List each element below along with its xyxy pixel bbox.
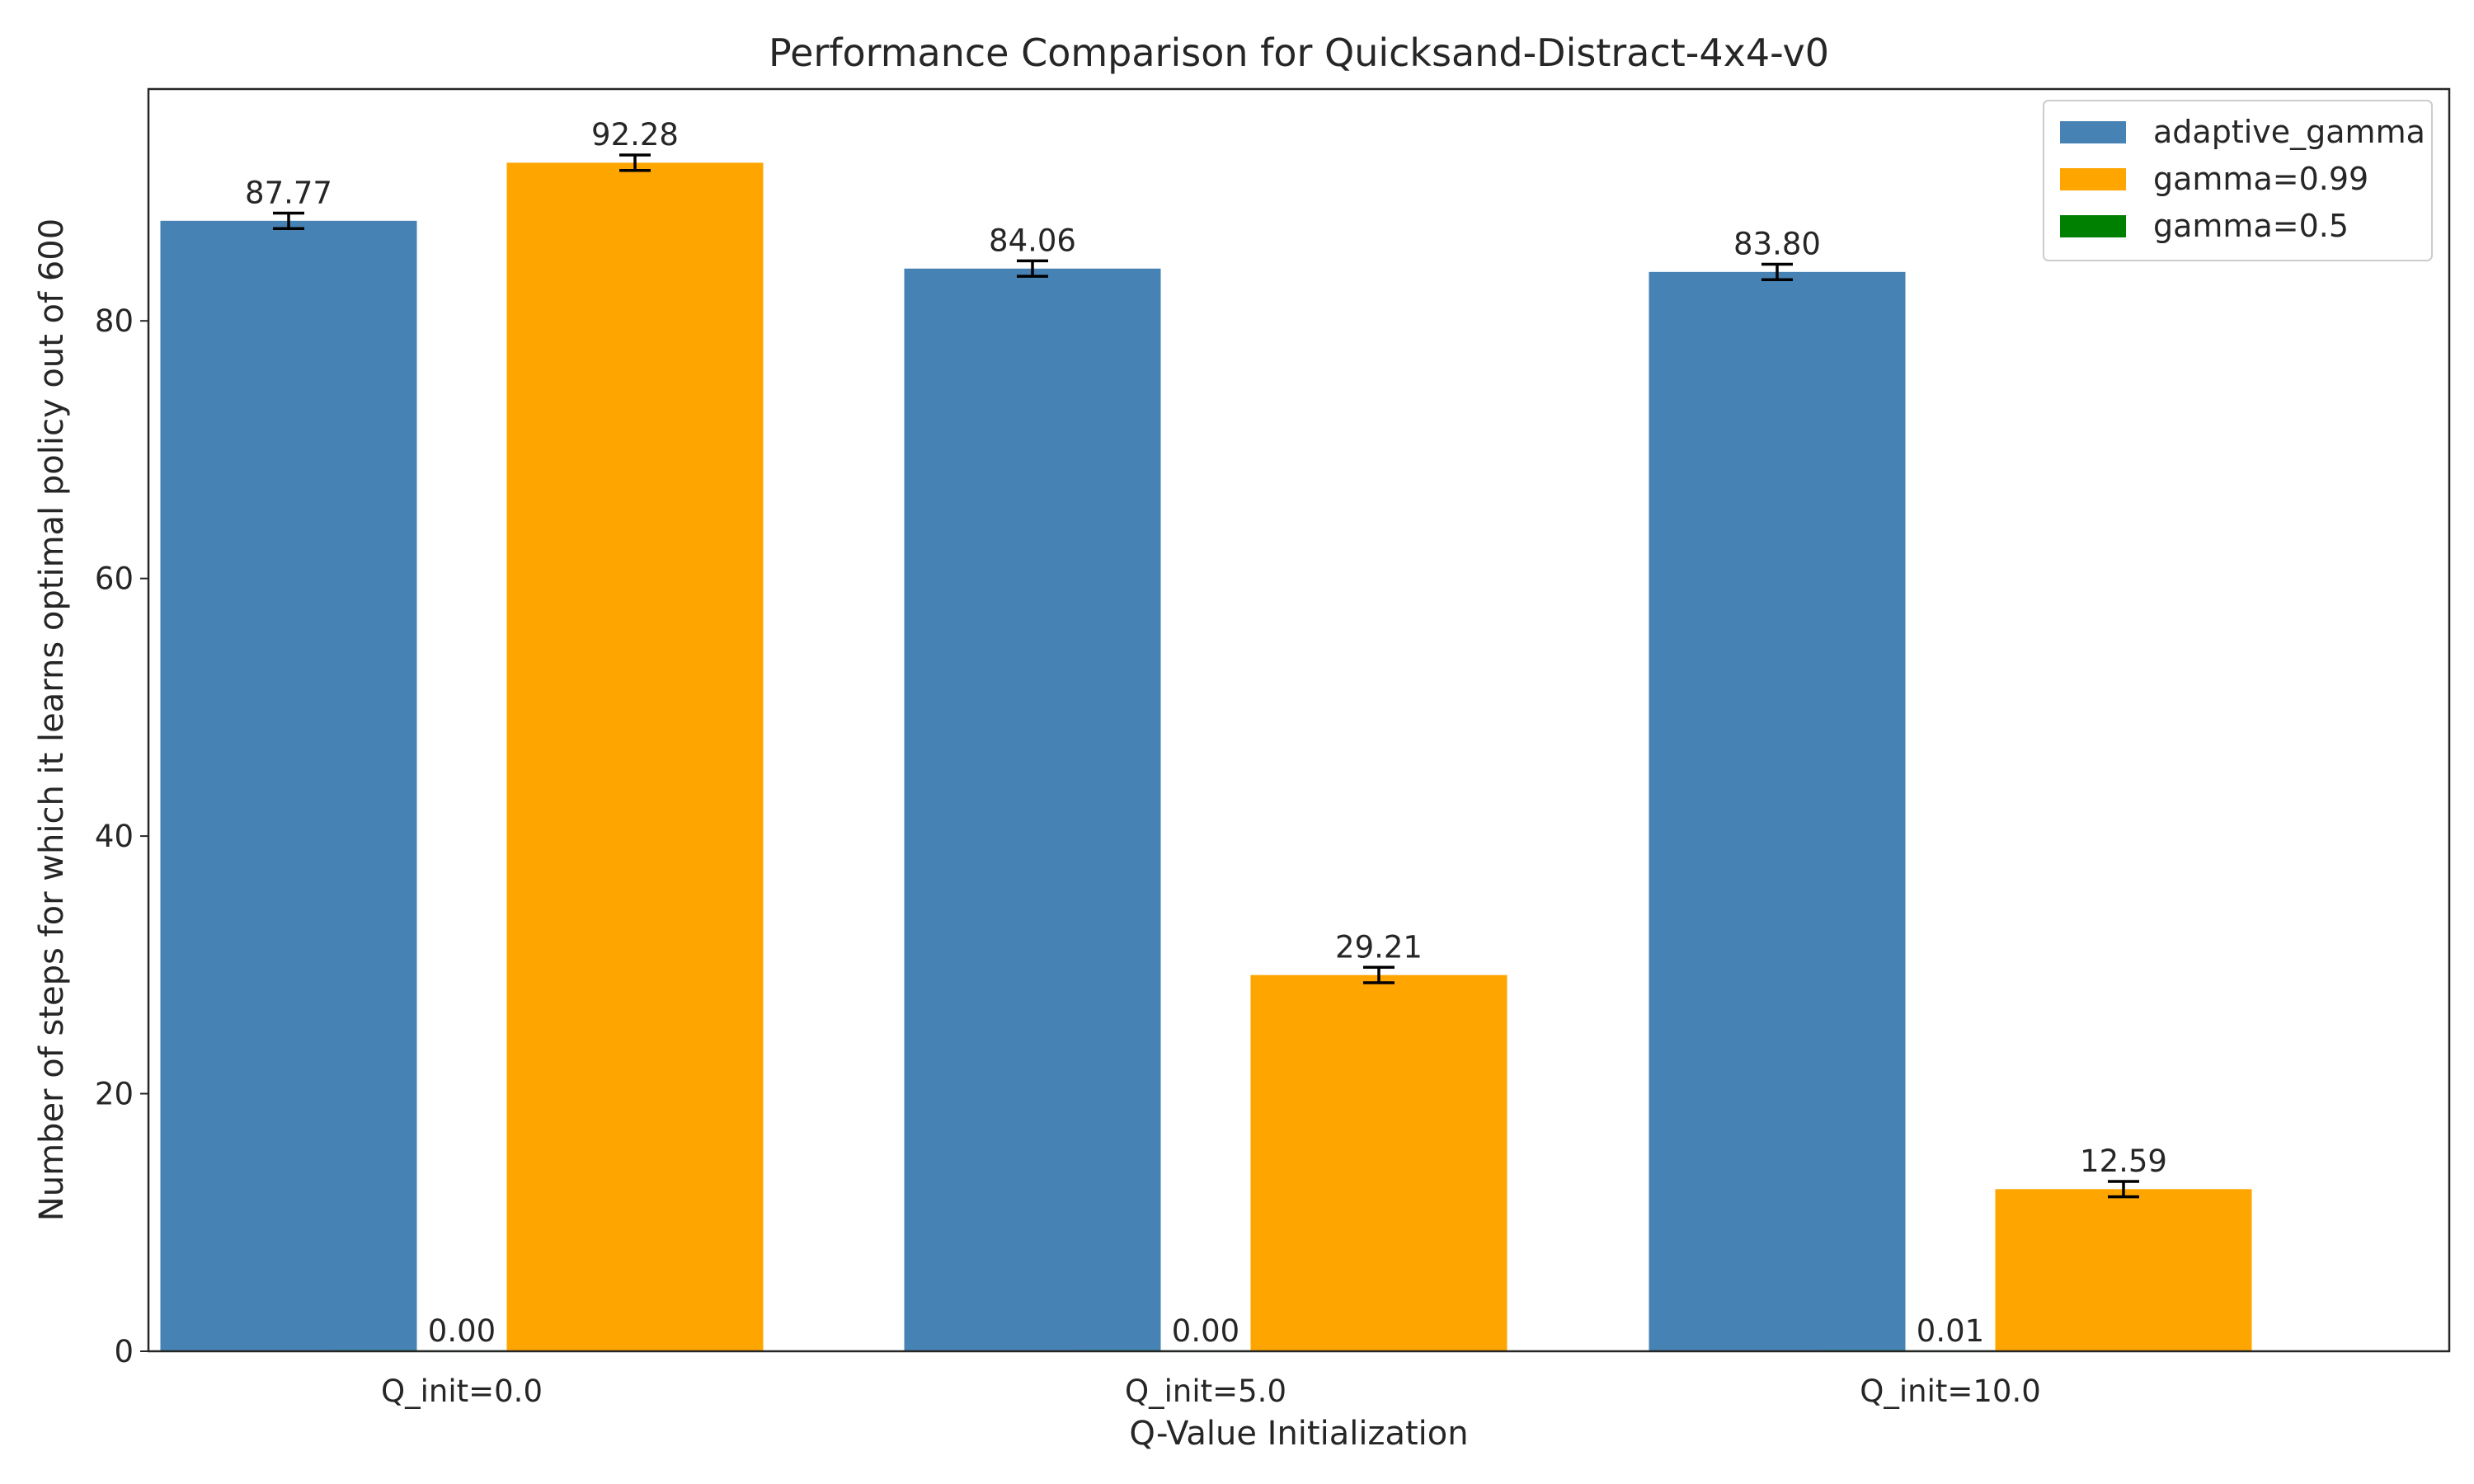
legend-label-adaptive-gamma: adaptive_gamma bbox=[2153, 114, 2425, 150]
legend-box bbox=[2043, 100, 2433, 261]
bar-gamma-0-99-3 bbox=[1995, 1189, 2252, 1351]
y-tick-label-80: 80 bbox=[95, 303, 134, 339]
data-label-gamma-0-99-1: 92.28 bbox=[591, 117, 679, 153]
data-label-gamma-0-5-1: 0.00 bbox=[428, 1313, 496, 1349]
data-label-gamma-0-99-2: 29.21 bbox=[1335, 929, 1423, 965]
bar-gamma-0-99-1 bbox=[506, 162, 764, 1352]
y-axis-label: Number of steps for which it learns opti… bbox=[33, 218, 71, 1221]
chart-title: Performance Comparison for Quicksand-Dis… bbox=[769, 31, 1829, 75]
legend-swatch-gamma-0-5 bbox=[2060, 215, 2126, 237]
data-label-adaptive-gamma-1: 87.77 bbox=[245, 175, 332, 210]
axis-ticks: 0 20 40 60 80 Q_init=0.0 Q_init=5.0 Q_init=10.0 bbox=[95, 303, 2041, 1409]
bar-adaptive-gamma-2 bbox=[904, 268, 1161, 1351]
x-tick-label-2: Q_init=5.0 bbox=[1125, 1374, 1286, 1409]
data-label-gamma-0-99-3: 12.59 bbox=[2080, 1144, 2167, 1179]
plot-frame bbox=[147, 87, 2451, 1353]
bar-adaptive-gamma-1 bbox=[160, 220, 417, 1352]
y-tick-label-60: 60 bbox=[95, 561, 134, 597]
legend: adaptive_gamma gamma=0.99 gamma=0.5 bbox=[2043, 100, 2433, 261]
data-label-adaptive-gamma-3: 83.80 bbox=[1733, 226, 1821, 261]
plot-area: 87.77 84.06 83.80 0.00 0.00 0.01 92.28 29.21 12.… bbox=[160, 117, 2252, 1352]
legend-swatch-adaptive-gamma bbox=[2060, 121, 2126, 143]
x-tick-label-1: Q_init=0.0 bbox=[381, 1374, 543, 1409]
bar-gamma-0-99-2 bbox=[1250, 974, 1507, 1351]
bar-adaptive-gamma-3 bbox=[1649, 271, 1906, 1352]
y-tick-label-20: 20 bbox=[95, 1077, 134, 1112]
x-axis-label: Q-Value Initialization bbox=[1129, 1415, 1468, 1453]
legend-swatch-gamma-0-99 bbox=[2060, 168, 2126, 190]
x-tick-label-3: Q_init=10.0 bbox=[1860, 1374, 2041, 1409]
legend-label-gamma-0-99: gamma=0.99 bbox=[2153, 161, 2368, 197]
data-label-gamma-0-5-2: 0.00 bbox=[1172, 1313, 1239, 1349]
data-label-gamma-0-5-3: 0.01 bbox=[1917, 1313, 1984, 1349]
data-label-adaptive-gamma-2: 84.06 bbox=[989, 223, 1076, 258]
y-tick-label-0: 0 bbox=[114, 1334, 134, 1369]
legend-label-gamma-0-5: gamma=0.5 bbox=[2153, 208, 2349, 244]
y-tick-label-40: 40 bbox=[95, 819, 134, 854]
